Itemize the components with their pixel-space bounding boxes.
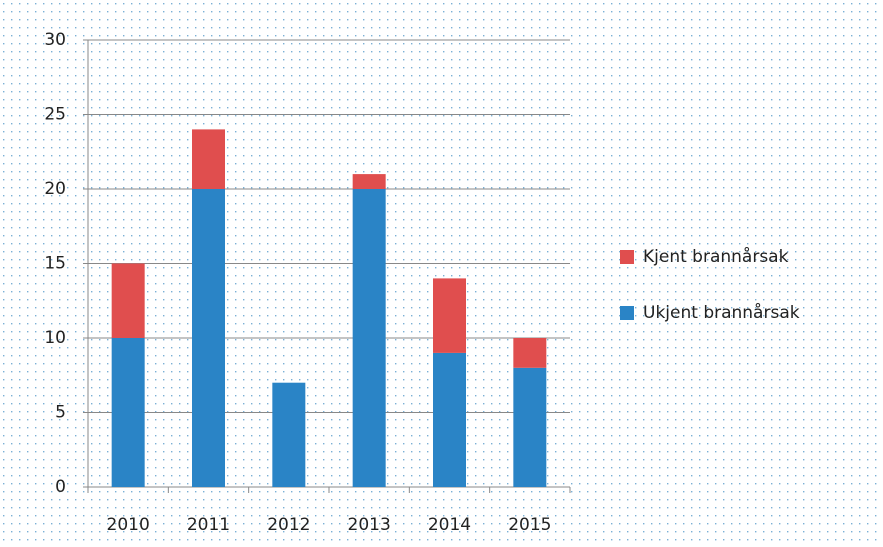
bar-segment: [111, 338, 145, 487]
bar-segment: [433, 278, 466, 353]
legend-label: Kjent brannårsak: [643, 246, 789, 267]
y-tick-label: 30: [44, 30, 66, 50]
bar-segment: [192, 189, 225, 487]
x-tick-label: 2012: [267, 515, 310, 535]
bar-segment: [352, 174, 386, 189]
x-tick-label: 2014: [428, 515, 471, 535]
bar-segment: [192, 129, 225, 189]
y-tick-label: 5: [55, 403, 66, 423]
legend-label: Ukjent brannårsak: [643, 302, 800, 323]
x-tick-label: 2011: [187, 515, 230, 535]
y-tick-label: 25: [44, 105, 66, 125]
legend-swatch: [620, 250, 634, 264]
y-tick-label: 0: [55, 477, 66, 497]
y-tick-label: 20: [44, 179, 66, 199]
y-tick-label: 10: [44, 328, 66, 348]
bar-segment: [111, 263, 145, 338]
bar-segment: [352, 189, 386, 487]
x-tick-label: 2015: [508, 515, 551, 535]
bar-segment: [433, 352, 466, 487]
bar-segment: [513, 338, 547, 368]
x-tick-label: 2010: [107, 515, 150, 535]
legend-swatch: [620, 306, 634, 320]
bar-segment: [513, 367, 547, 487]
y-tick-label: 15: [44, 254, 66, 274]
x-tick-label: 2013: [348, 515, 391, 535]
bar-segment: [272, 382, 306, 487]
